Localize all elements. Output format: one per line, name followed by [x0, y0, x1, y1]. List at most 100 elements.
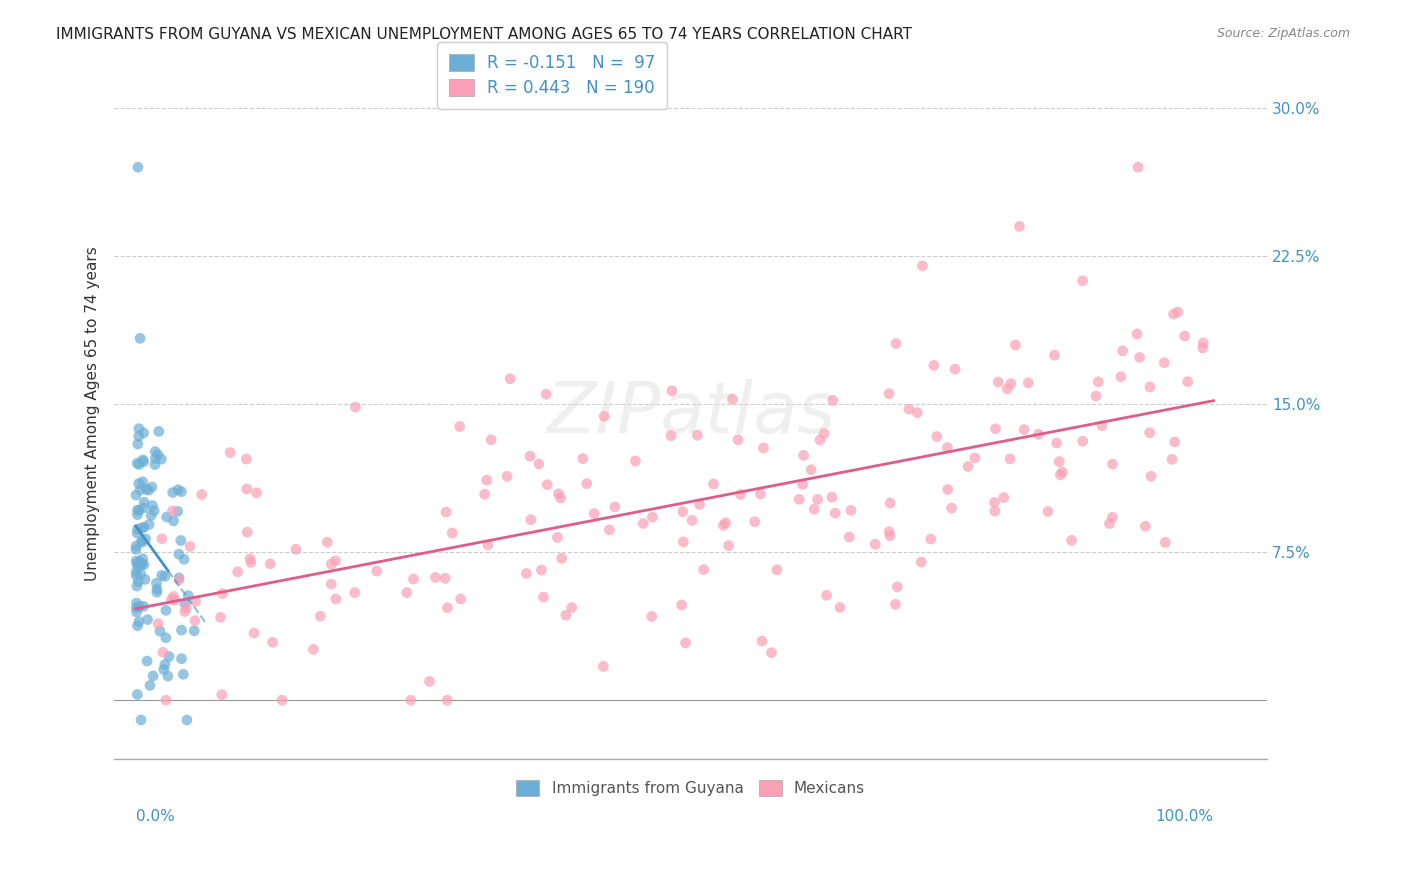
Point — [821, 490, 844, 504]
Point — [671, 598, 693, 612]
Point — [125, 488, 148, 502]
Point — [519, 449, 541, 463]
Point — [157, 649, 180, 664]
Point — [211, 586, 233, 600]
Point — [920, 532, 942, 546]
Point — [184, 614, 207, 628]
Point — [905, 406, 928, 420]
Point — [727, 433, 749, 447]
Point — [128, 554, 150, 568]
Point — [752, 441, 775, 455]
Point — [170, 623, 193, 637]
Point — [711, 518, 734, 533]
Point — [127, 574, 149, 589]
Point — [146, 582, 169, 597]
Point — [239, 551, 262, 566]
Point — [1008, 219, 1031, 234]
Point — [984, 504, 1007, 518]
Point — [129, 331, 152, 345]
Point — [167, 483, 190, 497]
Point — [803, 502, 825, 516]
Point — [800, 463, 823, 477]
Point — [219, 445, 242, 459]
Point — [131, 558, 153, 572]
Point — [343, 585, 366, 599]
Point — [152, 663, 174, 677]
Point — [156, 669, 179, 683]
Point — [142, 669, 165, 683]
Point — [145, 576, 167, 591]
Point — [325, 554, 347, 568]
Point — [838, 530, 860, 544]
Point — [575, 476, 598, 491]
Point — [132, 425, 155, 440]
Point — [1167, 305, 1189, 319]
Point — [177, 589, 200, 603]
Point — [125, 539, 148, 553]
Point — [1085, 389, 1108, 403]
Point — [963, 450, 986, 465]
Point — [132, 520, 155, 534]
Point — [141, 508, 163, 523]
Point — [167, 573, 190, 587]
Point — [418, 674, 440, 689]
Point — [1192, 335, 1215, 350]
Point — [1163, 434, 1185, 449]
Point — [681, 513, 703, 527]
Point — [163, 593, 186, 607]
Point — [173, 605, 195, 619]
Point — [1101, 457, 1123, 471]
Point — [993, 491, 1015, 505]
Point — [1098, 516, 1121, 531]
Point — [125, 568, 148, 582]
Legend: Immigrants from Guyana, Mexicans: Immigrants from Guyana, Mexicans — [506, 770, 876, 807]
Point — [262, 635, 284, 649]
Point — [135, 532, 157, 546]
Point — [911, 259, 934, 273]
Point — [1046, 436, 1069, 450]
Point — [425, 570, 447, 584]
Point — [1135, 519, 1157, 533]
Point — [127, 508, 149, 522]
Point — [173, 597, 195, 611]
Point — [125, 554, 148, 568]
Point — [546, 531, 568, 545]
Point — [132, 455, 155, 469]
Point — [877, 524, 900, 539]
Point — [910, 555, 932, 569]
Point — [395, 585, 418, 599]
Point — [170, 533, 193, 548]
Point — [155, 631, 177, 645]
Point — [183, 624, 205, 638]
Point — [527, 457, 550, 471]
Point — [167, 547, 190, 561]
Point — [474, 487, 496, 501]
Point — [132, 500, 155, 515]
Point — [821, 393, 844, 408]
Point — [131, 535, 153, 549]
Point — [259, 557, 281, 571]
Point — [153, 569, 176, 583]
Point — [1101, 510, 1123, 524]
Point — [598, 523, 620, 537]
Point — [1154, 535, 1177, 549]
Point — [127, 559, 149, 574]
Point — [128, 458, 150, 472]
Point — [1129, 351, 1152, 365]
Point — [1047, 455, 1070, 469]
Point — [309, 609, 332, 624]
Point — [879, 529, 901, 543]
Point — [172, 667, 194, 681]
Point — [1111, 343, 1133, 358]
Point — [143, 444, 166, 458]
Point — [787, 492, 810, 507]
Point — [150, 568, 173, 582]
Point — [1060, 533, 1083, 548]
Point — [641, 609, 664, 624]
Point — [344, 400, 367, 414]
Point — [135, 482, 157, 496]
Point — [1012, 423, 1035, 437]
Point — [132, 453, 155, 467]
Point — [170, 651, 193, 665]
Point — [793, 448, 815, 462]
